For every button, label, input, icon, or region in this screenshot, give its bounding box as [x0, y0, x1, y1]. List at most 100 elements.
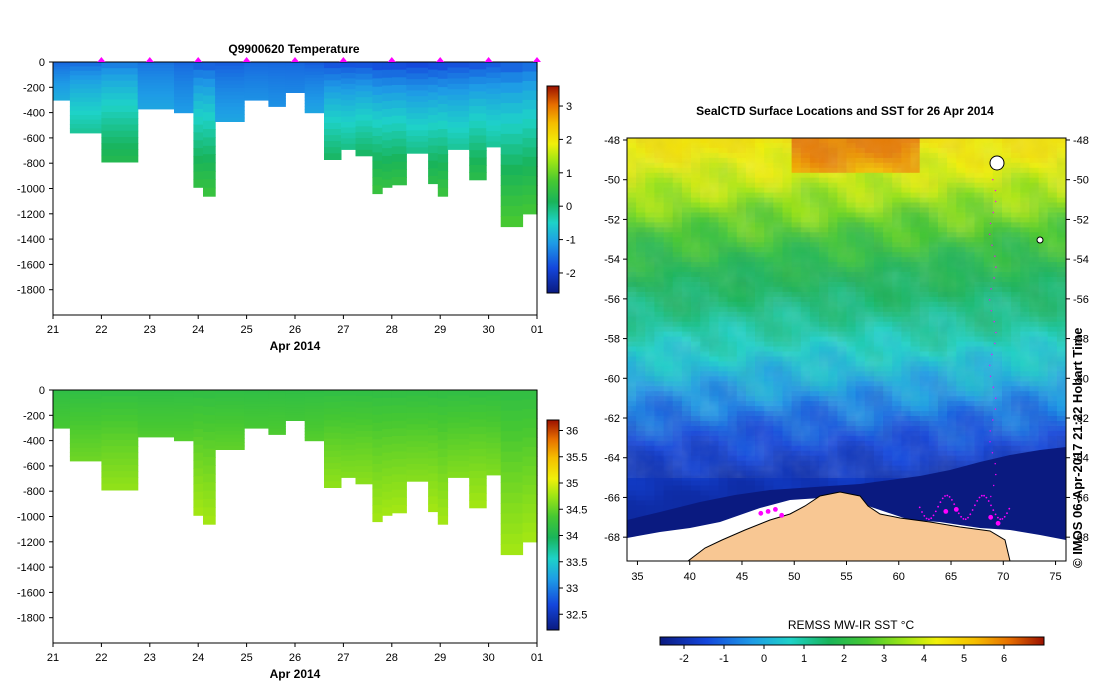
section-cell: [522, 418, 538, 429]
section-cell: [324, 92, 342, 100]
section-cell: [324, 116, 342, 124]
temperature-x-axis: 21 22 23 24 25 26 27 28 29 30 01: [47, 315, 543, 336]
sst-cell: [654, 500, 664, 506]
section-cell: [53, 71, 71, 75]
section-cell: [244, 81, 269, 84]
section-cell: [382, 507, 393, 516]
section-cell: [53, 95, 71, 99]
section-cell: [486, 400, 502, 407]
section-cell: [101, 118, 139, 125]
section-cell: [137, 67, 175, 72]
section-cell: [101, 105, 139, 113]
section-cell: [341, 439, 357, 446]
section-cell: [391, 505, 407, 514]
sst-cell: [764, 480, 774, 487]
colorbar-tick-label: 33: [566, 583, 578, 595]
section-cell: [355, 436, 373, 444]
section-cell: [69, 75, 102, 81]
section-cell: [355, 126, 373, 133]
sst-cell: [764, 475, 774, 482]
y-tick-label: -600: [23, 133, 45, 145]
section-cell: [137, 390, 175, 394]
section-cell: [244, 71, 269, 75]
section-cell: [372, 480, 383, 490]
section-cell: [53, 418, 71, 422]
section-cell: [372, 86, 383, 96]
section-cell: [355, 454, 373, 461]
section-cell: [215, 106, 245, 111]
section-cell: [469, 150, 487, 159]
section-cell: [406, 407, 429, 414]
section-cell: [486, 130, 502, 137]
section-cell: [285, 405, 306, 408]
section-cell: [428, 435, 439, 444]
section-cell: [137, 431, 175, 435]
sst-cell: [627, 480, 637, 487]
sst-cell: [700, 480, 710, 487]
section-cell: [203, 390, 216, 399]
section-cell: [355, 108, 373, 116]
section-cell: [174, 390, 194, 394]
section-cell: [304, 71, 325, 76]
section-cell: [215, 419, 245, 424]
section-cell: [391, 413, 407, 422]
section-cell: [406, 458, 429, 465]
section-cell: [268, 95, 286, 99]
section-cell: [391, 459, 407, 468]
section-cell: [341, 422, 357, 429]
section-cell: [428, 122, 439, 131]
section-cell: [193, 397, 204, 407]
section-cell: [193, 140, 204, 149]
section-cell: [447, 62, 470, 69]
section-cell: [203, 95, 216, 105]
section-cell: [382, 390, 393, 399]
section-cell: [193, 429, 204, 438]
section-cell: [447, 127, 470, 134]
section-cell: [522, 437, 538, 448]
section-cell: [244, 423, 269, 427]
section-cell: [469, 113, 487, 122]
sst-cell: [800, 475, 811, 482]
section-cell: [215, 390, 245, 395]
section-cell: [391, 436, 407, 445]
sst-cell: [691, 475, 701, 482]
colorbar-tick-label: 36: [566, 426, 578, 438]
x-tick-label: 26: [289, 652, 301, 664]
sst-cell: [636, 505, 646, 511]
section-cell: [382, 109, 393, 118]
section-cell: [355, 132, 373, 139]
section-cell: [101, 446, 139, 453]
section-cell: [215, 95, 245, 100]
section-cell: [522, 532, 538, 543]
section-cell: [203, 473, 216, 483]
section-cell: [174, 402, 194, 407]
section-cell: [304, 96, 325, 101]
section-cell: [355, 448, 373, 455]
section-cell: [174, 62, 194, 66]
section-cell: [53, 81, 71, 84]
section-cell: [437, 390, 449, 399]
section-cell: [391, 482, 407, 491]
section-cell: [268, 84, 286, 88]
section-cell: [391, 405, 407, 414]
sst-cell: [700, 490, 710, 496]
section-cell: [500, 195, 524, 207]
section-cell: [341, 67, 357, 74]
section-cell: [101, 471, 139, 478]
section-cell: [53, 394, 71, 398]
section-cell: [137, 410, 175, 414]
section-cell: [391, 123, 407, 132]
section-cell: [447, 143, 470, 150]
x-tick-label: 29: [434, 324, 446, 336]
section-cell: [522, 427, 538, 438]
section-cell: [215, 84, 245, 89]
section-cell: [382, 85, 393, 94]
section-cell: [500, 113, 524, 125]
section-cell: [355, 471, 373, 479]
section-cell: [69, 438, 102, 444]
section-cell: [355, 466, 373, 473]
section-cell: [268, 409, 286, 413]
section-cell: [137, 103, 175, 107]
section-cell: [304, 412, 325, 416]
